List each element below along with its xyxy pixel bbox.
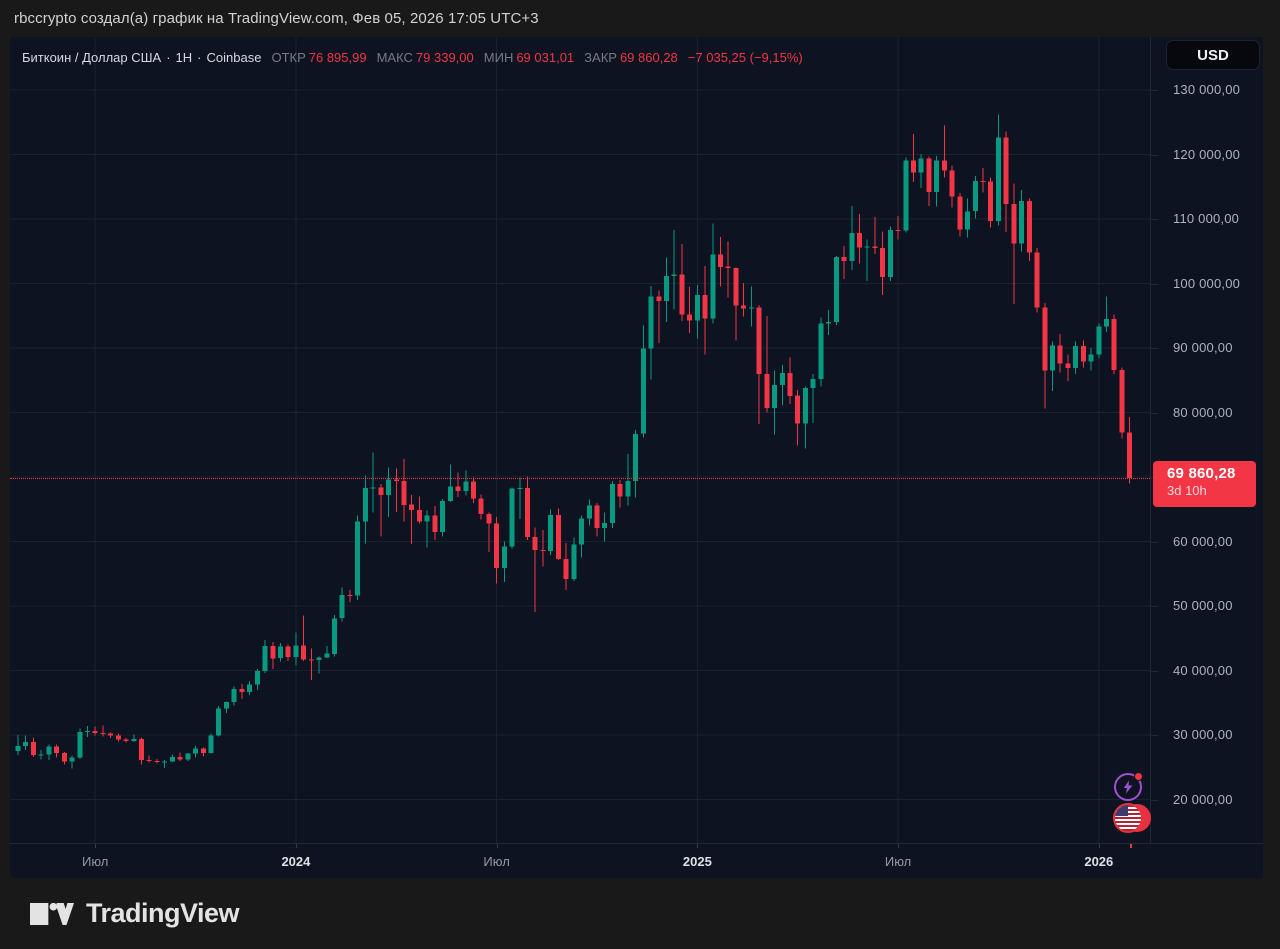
price-tick-label: 130 000,00: [1173, 82, 1241, 97]
time-tick-label: 2024: [281, 854, 311, 869]
price-tick-label: 20 000,00: [1173, 791, 1233, 807]
tradingview-logo[interactable]: TradingView: [30, 898, 240, 929]
time-tick-mark: [295, 844, 297, 848]
price-tick-label: 100 000,00: [1173, 275, 1241, 291]
price-axis-border: [1150, 37, 1151, 843]
price-tick-label: 110 000,00: [1173, 211, 1240, 226]
price-tick-mark: [1151, 670, 1158, 672]
time-tick-label: Июл: [483, 854, 510, 869]
event-badge-dot: [1134, 772, 1143, 781]
legend-separator: ·: [166, 49, 171, 65]
open-value: 76 895,99: [308, 49, 367, 65]
low-label: МИН: [483, 49, 514, 65]
us-flag-canton: [1115, 805, 1128, 816]
price-tick-label: 40 000,00: [1173, 662, 1233, 678]
time-tick-label: Июл: [884, 854, 912, 869]
price-tick-label: 90 000,00: [1173, 340, 1233, 355]
interval-label: 1Н: [175, 49, 193, 65]
change-value: −7 035,25 (−9,15%): [687, 49, 803, 65]
page-header: rbccrypto создал(а) график на TradingVie…: [0, 0, 1280, 37]
price-tick-mark: [1151, 412, 1158, 414]
price-tick-label: 80 000,00: [1173, 404, 1233, 420]
time-tick-label: 2025: [682, 854, 712, 869]
tradingview-mark-icon: [30, 902, 74, 925]
price-tick-label: 30 000,00: [1173, 727, 1233, 742]
price-tick-label: 60 000,00: [1173, 533, 1233, 549]
flash-events-icon[interactable]: [1114, 772, 1143, 801]
high-value: 79 339,00: [415, 49, 474, 65]
time-tick-label: Июл: [81, 854, 109, 869]
price-tick-label: 50 000,00: [1173, 598, 1233, 613]
close-label: ЗАКР: [584, 49, 617, 65]
legend-separator: ·: [197, 49, 202, 65]
price-tick-mark: [1151, 606, 1158, 607]
tradingview-wordmark: TradingView: [86, 898, 240, 928]
price-tick-mark: [1151, 799, 1158, 801]
price-tick-mark: [1151, 348, 1158, 349]
page-footer: TradingView: [0, 878, 1280, 949]
last-price-label: 69 860,28 3d 10h: [1153, 460, 1256, 507]
us-economic-events-icon[interactable]: [1113, 803, 1153, 833]
bar-countdown: 3d 10h: [1167, 482, 1207, 498]
price-tick-mark: [1151, 541, 1158, 543]
time-tick-label: 2026: [1084, 854, 1114, 869]
price-tick-mark: [1151, 283, 1158, 285]
low-value: 69 031,01: [516, 49, 575, 65]
time-axis-border: [10, 843, 1263, 844]
us-flag: [1113, 803, 1143, 833]
price-tick-mark: [1151, 154, 1158, 156]
attribution-text: rbccrypto создал(а) график на TradingVie…: [14, 10, 539, 27]
price-axis[interactable]: 130 000,00 120 000,00 110 000,00 100 000,00…: [1151, 37, 1263, 843]
open-label: ОТКР: [271, 49, 306, 65]
price-tick-mark: [1151, 219, 1158, 220]
last-bar-time-tick: [1129, 844, 1132, 848]
exchange-label: Coinbase: [206, 49, 262, 65]
chart-pane[interactable]: [10, 37, 1150, 843]
currency-usd-button[interactable]: USD: [1166, 40, 1260, 70]
close-value: 69 860,28: [619, 49, 678, 65]
price-tick-mark: [1151, 90, 1158, 91]
price-tick-label: 120 000,00: [1173, 146, 1241, 162]
last-price-line: [10, 477, 1150, 479]
candlestick-chart[interactable]: [10, 37, 1150, 843]
time-tick-mark: [95, 844, 97, 848]
time-tick-mark: [1098, 844, 1100, 848]
price-tick-mark: [1151, 735, 1158, 736]
time-axis[interactable]: Июл 2024 Июл 2025 Июл 2026: [10, 844, 1263, 878]
time-tick-mark: [697, 844, 699, 848]
symbol-legend[interactable]: Биткоин / Доллар США · 1Н · Coinbase ОТК…: [22, 47, 803, 67]
time-tick-mark: [496, 844, 498, 848]
time-tick-mark: [898, 844, 900, 848]
last-price-value: 69 860,28: [1167, 464, 1236, 482]
symbol-title: Биткоин / Доллар США: [22, 49, 162, 65]
high-label: МАКС: [376, 49, 413, 65]
chart-widget: Биткоин / Доллар США · 1Н · Coinbase ОТК…: [10, 37, 1263, 878]
